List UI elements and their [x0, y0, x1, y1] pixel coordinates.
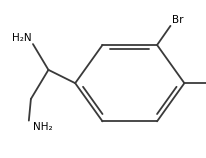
Text: H₂N: H₂N [12, 33, 32, 43]
Text: Br: Br [172, 15, 184, 24]
Text: NH₂: NH₂ [33, 122, 53, 132]
